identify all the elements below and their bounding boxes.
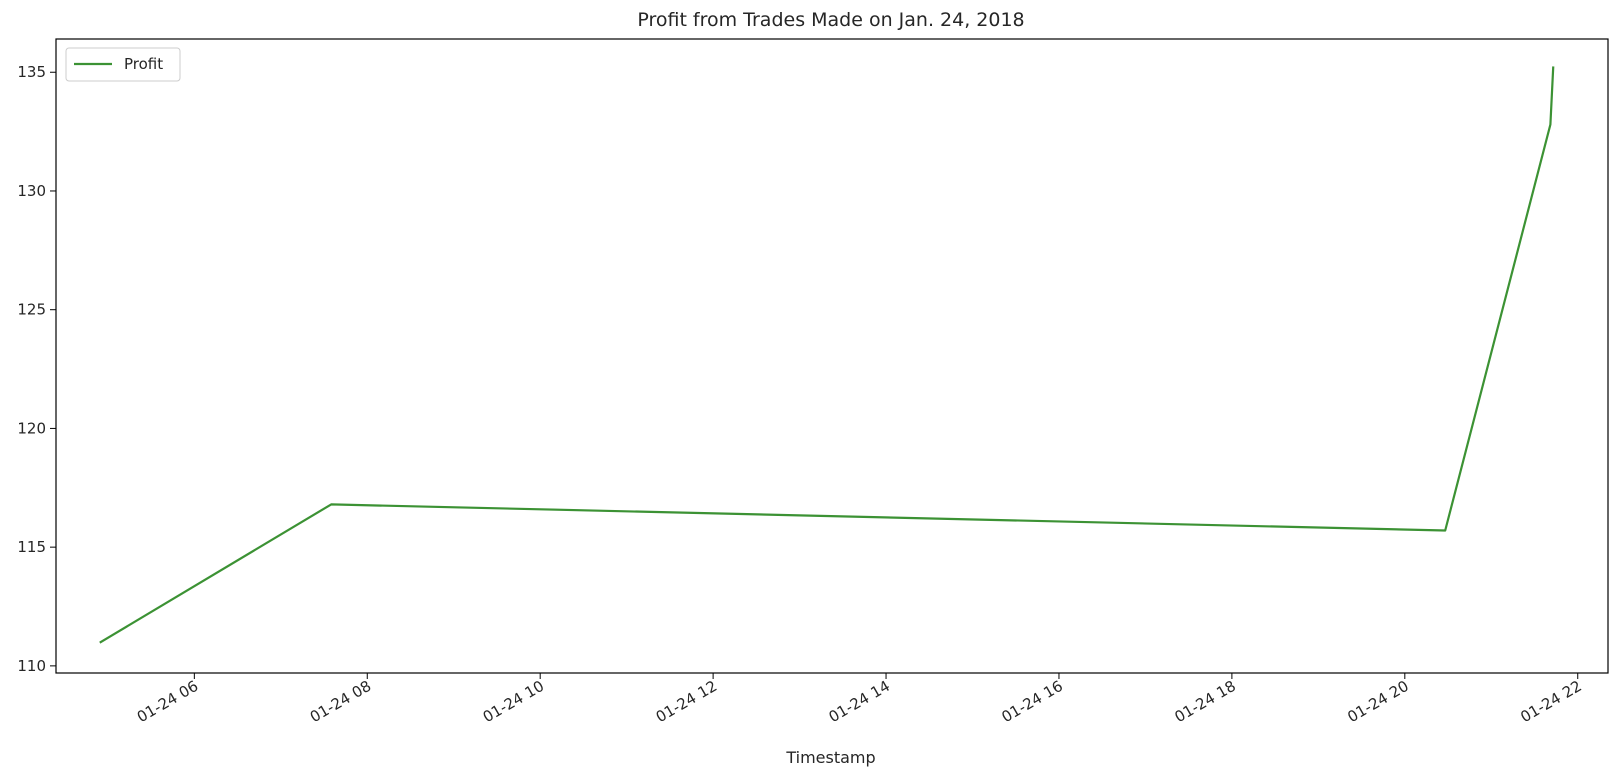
x-axis-label: Timestamp bbox=[785, 748, 875, 767]
x-tick-label: 01-24 16 bbox=[999, 677, 1066, 726]
x-tick-label: 01-24 14 bbox=[826, 677, 893, 726]
x-tick-label: 01-24 08 bbox=[307, 677, 374, 726]
plot-area: 110 115 120 125 130 135 01-24 06 01-24 08 01-24 … bbox=[17, 38, 1609, 726]
legend-box bbox=[65, 47, 181, 82]
x-tick-label: 01-24 10 bbox=[480, 677, 547, 726]
x-tick-label: 01-24 20 bbox=[1344, 677, 1411, 726]
x-tick-label: 01-24 18 bbox=[1171, 677, 1238, 726]
axes-frame bbox=[55, 38, 1609, 674]
y-tick-label: 115 bbox=[17, 538, 46, 556]
x-tick-label: 01-24 12 bbox=[653, 677, 720, 726]
y-tick-label: 120 bbox=[17, 419, 46, 437]
y-tick-label: 130 bbox=[17, 182, 46, 200]
y-tick-label: 125 bbox=[17, 301, 46, 319]
y-tick-label: 110 bbox=[17, 657, 46, 675]
x-tick-label: 01-24 06 bbox=[134, 677, 201, 726]
y-tick-label: 135 bbox=[17, 63, 46, 81]
series-line-0 bbox=[99, 66, 1555, 644]
x-tick-label: 01-24 22 bbox=[1517, 677, 1584, 726]
legend-label: Profit bbox=[124, 55, 163, 73]
chart-title: Profit from Trades Made on Jan. 24, 2018 bbox=[637, 9, 1024, 31]
